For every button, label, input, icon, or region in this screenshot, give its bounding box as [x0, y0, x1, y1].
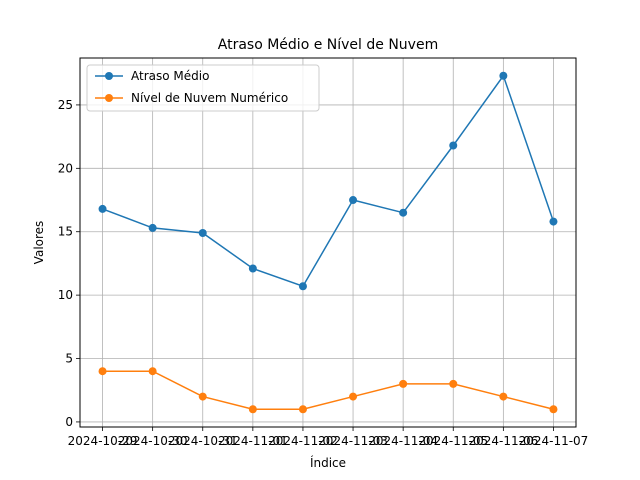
series-2-point: [248, 405, 257, 414]
x-tick-label: 2024-11-01: [218, 434, 288, 448]
y-axis-label: Valores: [32, 221, 46, 265]
x-tick-label: 2024-11-05: [418, 434, 488, 448]
legend-label-2: Nível de Nuvem Numérico: [131, 91, 288, 105]
series-2-point: [298, 405, 307, 414]
series-1-point: [349, 196, 358, 205]
x-tick-label: 2024-11-07: [519, 434, 589, 448]
series-line-2: [102, 370, 554, 410]
series-2-point: [148, 367, 157, 376]
x-tick-label: 2024-11-06: [468, 434, 538, 448]
series-1-point: [549, 217, 558, 226]
y-tick-label: 5: [65, 352, 73, 366]
series-1-point: [198, 228, 207, 237]
series-2-point: [399, 379, 408, 388]
y-tick-label: 20: [58, 161, 73, 175]
chart-title: Atraso Médio e Nível de Nuvem: [218, 37, 438, 53]
legend: Atraso Médio Nível de Nuvem Numérico: [86, 64, 320, 112]
x-axis-label: Índice: [310, 455, 346, 470]
series-line-1: [102, 74, 555, 288]
x-tick-label: 2024-11-04: [368, 434, 438, 448]
series-1-point: [298, 282, 307, 291]
series-1-point: [248, 264, 257, 273]
y-tick-label: 15: [58, 225, 73, 239]
series-1-point: [399, 208, 408, 217]
series-2-point: [98, 367, 107, 376]
y-tick-label: 25: [58, 98, 73, 112]
plot-frame: [79, 57, 577, 428]
series-2-point: [499, 392, 508, 401]
legend-marker-2: [105, 94, 113, 102]
legend-box: [86, 64, 320, 112]
series-2-point: [349, 392, 358, 401]
x-tick-label: 2024-10-31: [168, 434, 238, 448]
series-2-point: [449, 379, 458, 388]
grid-lines: [80, 58, 576, 427]
series-2-point: [549, 405, 558, 414]
x-axis-ticks: 2024-10-292024-10-302024-10-312024-11-01…: [68, 427, 589, 448]
y-tick-label: 10: [58, 288, 73, 302]
y-axis-ticks: 0 5 10 15 20 25: [58, 98, 80, 429]
x-tick-label: 2024-11-02: [268, 434, 338, 448]
series-1-point: [499, 71, 508, 80]
y-tick-label: 0: [65, 415, 73, 429]
series-1-point: [449, 141, 458, 150]
series-1-point: [98, 204, 107, 213]
series-1-point: [148, 223, 157, 232]
legend-label-1: Atraso Médio: [131, 69, 209, 83]
legend-marker-1: [105, 72, 113, 80]
x-tick-label: 2024-11-03: [318, 434, 388, 448]
series-2-point: [198, 392, 207, 401]
x-tick-label: 2024-10-30: [118, 434, 188, 448]
series-group: [98, 71, 558, 414]
x-tick-label: 2024-10-29: [68, 434, 138, 448]
